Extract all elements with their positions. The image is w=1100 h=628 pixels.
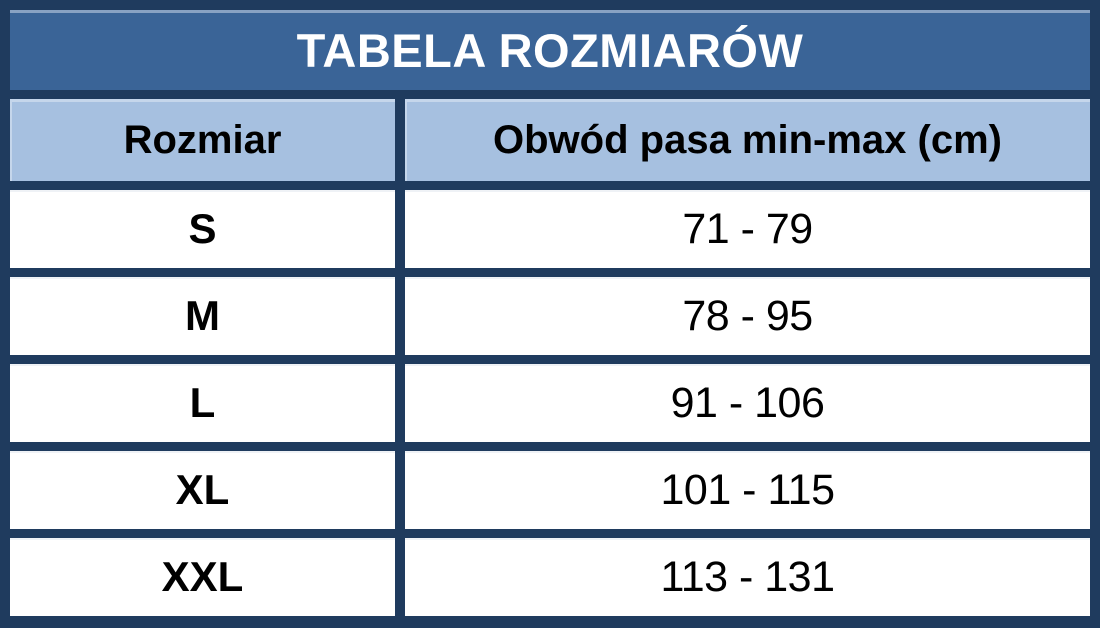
column-header-size: Rozmiar: [10, 99, 395, 181]
size-cell: S: [10, 190, 395, 268]
size-cell: L: [10, 364, 395, 442]
waist-range-cell: 78 - 95: [405, 277, 1090, 355]
size-cell: XXL: [10, 538, 395, 616]
waist-range-cell: 91 - 106: [405, 364, 1090, 442]
size-cell: M: [10, 277, 395, 355]
waist-range-cell: 71 - 79: [405, 190, 1090, 268]
waist-range-cell: 113 - 131: [405, 538, 1090, 616]
table-title: TABELA ROZMIARÓW: [10, 10, 1090, 90]
column-header-waist-range: Obwód pasa min-max (cm): [405, 99, 1090, 181]
size-cell: XL: [10, 451, 395, 529]
waist-range-cell: 101 - 115: [405, 451, 1090, 529]
